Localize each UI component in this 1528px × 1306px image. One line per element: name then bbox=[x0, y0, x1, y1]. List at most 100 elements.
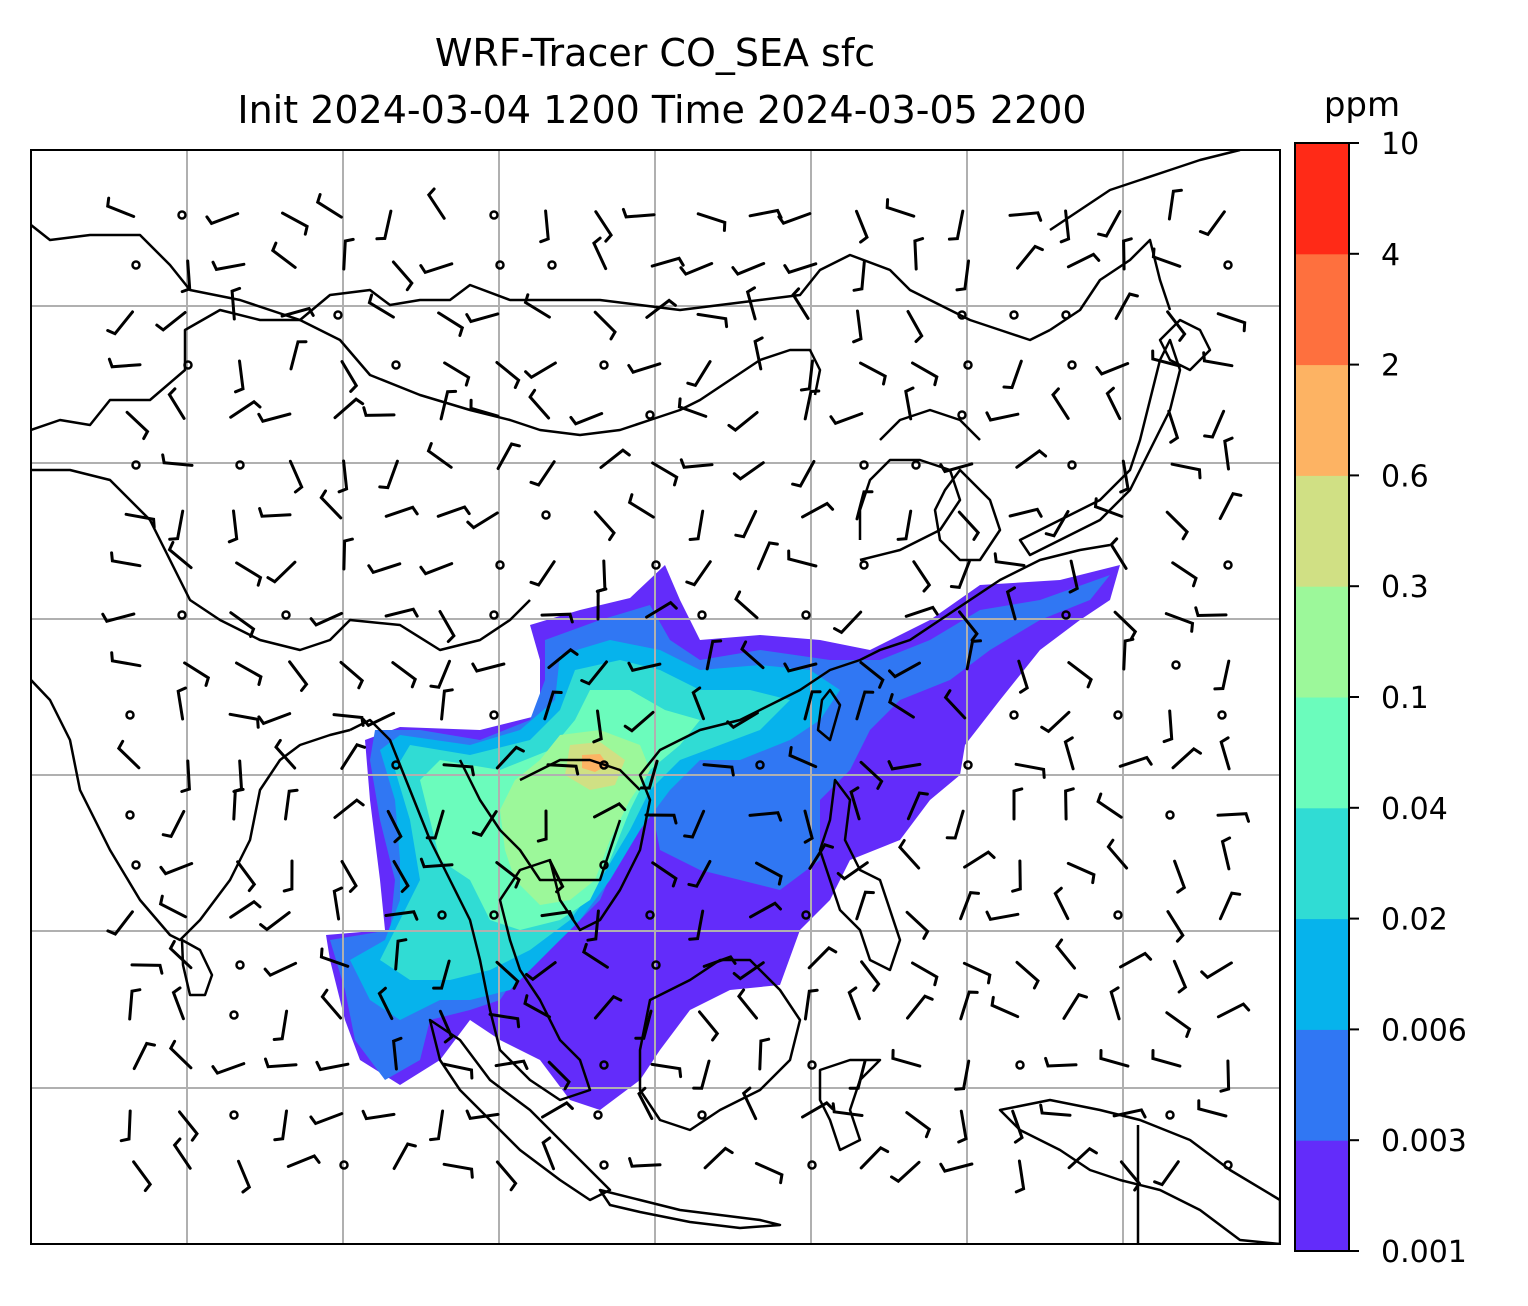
wind-barb bbox=[957, 1109, 968, 1144]
colorbar-band bbox=[1295, 586, 1349, 698]
wind-calm-circle bbox=[333, 310, 343, 320]
wind-calm-circle bbox=[859, 460, 869, 470]
wind-barb bbox=[211, 260, 246, 272]
wind-barb bbox=[1015, 960, 1040, 990]
wind-barb bbox=[959, 890, 980, 921]
wind-barb bbox=[1173, 859, 1187, 894]
border-indochina bbox=[458, 759, 622, 882]
wind-calm-circle bbox=[1061, 310, 1071, 320]
wind-barb bbox=[183, 661, 211, 687]
wind-barb bbox=[340, 360, 359, 393]
wind-barb bbox=[495, 861, 521, 889]
wind-barb bbox=[1067, 661, 1093, 689]
wind-barb bbox=[263, 961, 298, 978]
wind-barb bbox=[852, 309, 863, 344]
wind-barb bbox=[167, 387, 186, 420]
wind-calm-circle bbox=[599, 1060, 609, 1070]
wind-barb bbox=[1218, 891, 1242, 921]
wind-barb bbox=[235, 661, 263, 686]
wind-calm-circle bbox=[1165, 1110, 1175, 1120]
wind-calm-circle bbox=[697, 1110, 707, 1120]
wind-barb bbox=[309, 611, 344, 627]
wind-barb bbox=[904, 605, 939, 618]
wind-barb bbox=[547, 647, 579, 669]
wind-barb bbox=[437, 311, 465, 337]
wind-barb bbox=[1219, 736, 1231, 771]
wind-calm-circle bbox=[235, 960, 245, 970]
wind-barb bbox=[528, 388, 551, 420]
wind-barb bbox=[259, 911, 291, 932]
wind-barb bbox=[1106, 838, 1129, 870]
wind-barb bbox=[1119, 951, 1153, 969]
wind-barb bbox=[1105, 386, 1122, 421]
wind-barb bbox=[1099, 1049, 1130, 1068]
wind-calm-circle bbox=[131, 860, 141, 870]
wind-barb bbox=[644, 813, 678, 825]
wind-barb bbox=[758, 1037, 771, 1071]
wind-calm-circle bbox=[229, 1010, 239, 1020]
wind-barb bbox=[696, 212, 727, 232]
wind-barb bbox=[831, 1102, 864, 1117]
wind-barb bbox=[1067, 1146, 1098, 1170]
wind-barb bbox=[855, 490, 874, 521]
wind-barb bbox=[677, 397, 708, 418]
wind-barb bbox=[284, 788, 299, 821]
wind-barb bbox=[180, 759, 191, 793]
wind-barb bbox=[495, 960, 520, 990]
wind-calm-circle bbox=[547, 260, 557, 270]
wind-barb bbox=[848, 1059, 867, 1090]
wind-barb bbox=[258, 507, 292, 518]
wind-barb bbox=[696, 312, 729, 329]
wind-barb bbox=[1039, 1103, 1072, 1117]
wind-barb bbox=[543, 690, 563, 721]
colorbar-tick-label: 0.3 bbox=[1381, 570, 1429, 605]
wind-barb bbox=[945, 809, 965, 840]
wind-barb bbox=[1014, 762, 1046, 779]
wind-barb bbox=[495, 745, 525, 770]
wind-barb bbox=[1095, 362, 1130, 376]
wind-calm-circle bbox=[1061, 610, 1071, 620]
colorbar-band bbox=[1295, 364, 1349, 476]
coastlines-and-borders bbox=[31, 150, 1280, 1244]
wind-calm-circle bbox=[339, 1160, 349, 1170]
wind-barb bbox=[990, 995, 1020, 1019]
wind-barb bbox=[1172, 959, 1188, 994]
wind-barb bbox=[756, 541, 779, 571]
wind-barb bbox=[319, 947, 350, 968]
wind-barb bbox=[1165, 1011, 1192, 1038]
wind-barb bbox=[1053, 886, 1070, 921]
wind-barb bbox=[367, 562, 402, 575]
island-sri-lanka bbox=[180, 938, 214, 997]
wind-calm-circle bbox=[645, 910, 655, 920]
wind-barb bbox=[891, 1048, 922, 1068]
map-title-line1: WRF-Tracer CO_SEA sfc bbox=[435, 31, 875, 75]
wind-barb bbox=[753, 336, 764, 371]
wind-barb bbox=[645, 298, 677, 319]
wind-barb bbox=[1166, 310, 1187, 342]
wind-barb bbox=[748, 811, 783, 822]
wind-barb bbox=[569, 412, 604, 426]
wind-barb bbox=[288, 660, 309, 692]
wind-barb bbox=[384, 607, 419, 618]
wind-barb bbox=[229, 611, 256, 638]
wind-barb bbox=[593, 310, 617, 341]
wind-barb bbox=[808, 843, 834, 870]
wind-calm-circle bbox=[1015, 1060, 1025, 1070]
wind-barb bbox=[130, 963, 164, 975]
border-china-mongolia bbox=[299, 318, 822, 437]
coast-china-bohai bbox=[879, 408, 981, 441]
wind-barb bbox=[438, 1009, 454, 1044]
wind-barb bbox=[523, 994, 551, 1019]
wind-calm-circle bbox=[859, 560, 869, 570]
wind-barb bbox=[367, 293, 395, 319]
wind-calm-circle bbox=[1165, 810, 1175, 820]
wind-barb bbox=[905, 1111, 932, 1139]
wind-barb bbox=[315, 193, 343, 219]
wind-barb bbox=[580, 660, 608, 686]
wind-barb bbox=[132, 1041, 156, 1071]
wind-barb bbox=[315, 1060, 350, 1072]
wind-calm-circle bbox=[125, 710, 135, 720]
wind-barb bbox=[320, 988, 343, 1020]
wind-barb bbox=[939, 1162, 974, 1173]
wind-barb bbox=[546, 763, 580, 776]
